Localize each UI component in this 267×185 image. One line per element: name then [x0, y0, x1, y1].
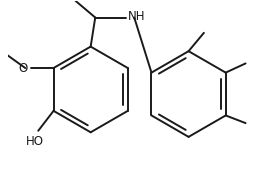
Text: NH: NH	[127, 10, 145, 23]
Text: O: O	[18, 62, 28, 75]
Text: HO: HO	[26, 134, 44, 148]
